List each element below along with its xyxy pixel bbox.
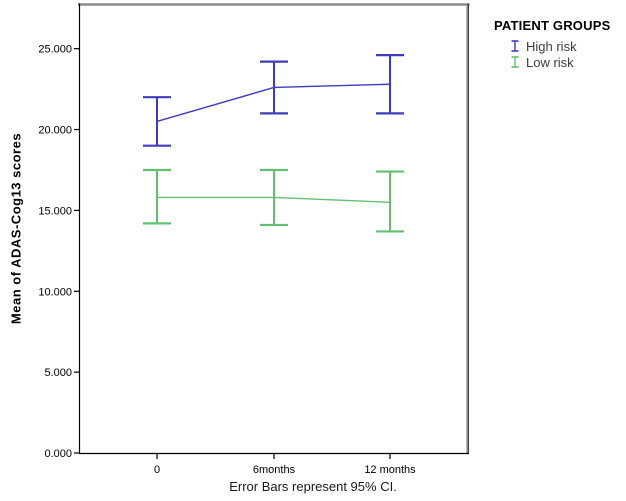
legend: PATIENT GROUPS High risk Low risk <box>494 18 610 70</box>
legend-title: PATIENT GROUPS <box>494 18 611 33</box>
svg-text:25.000: 25.000 <box>38 44 72 56</box>
svg-text:20.000: 20.000 <box>38 125 72 137</box>
svg-text:15.000: 15.000 <box>38 205 72 217</box>
y-axis-ticks: 0.000 5.000 10.000 15.000 20.000 25.000 <box>38 44 79 460</box>
svg-text:10.000: 10.000 <box>38 286 72 298</box>
legend-items: High risk Low risk <box>510 38 610 70</box>
legend-item-high-risk: High risk <box>510 38 610 54</box>
svg-text:12 months: 12 months <box>364 464 416 476</box>
svg-text:5.000: 5.000 <box>44 367 72 379</box>
x-axis-ticks: 0 6months 12 months <box>154 454 416 476</box>
svg-text:0: 0 <box>154 464 160 476</box>
series-high-risk <box>143 54 404 147</box>
legend-item-low-risk: Low risk <box>510 54 610 70</box>
svg-text:6months: 6months <box>253 464 296 476</box>
chart-caption: Error Bars represent 95% CI. <box>229 479 397 494</box>
error-bar-icon <box>511 40 519 52</box>
legend-item-label: Low risk <box>526 54 574 70</box>
error-bar-icon <box>511 56 519 68</box>
y-axis-title: Mean of ADAS-Cog13 scores <box>8 132 24 325</box>
series-low-risk <box>143 168 404 233</box>
svg-text:0.000: 0.000 <box>44 448 72 460</box>
legend-item-label: High risk <box>526 38 577 54</box>
